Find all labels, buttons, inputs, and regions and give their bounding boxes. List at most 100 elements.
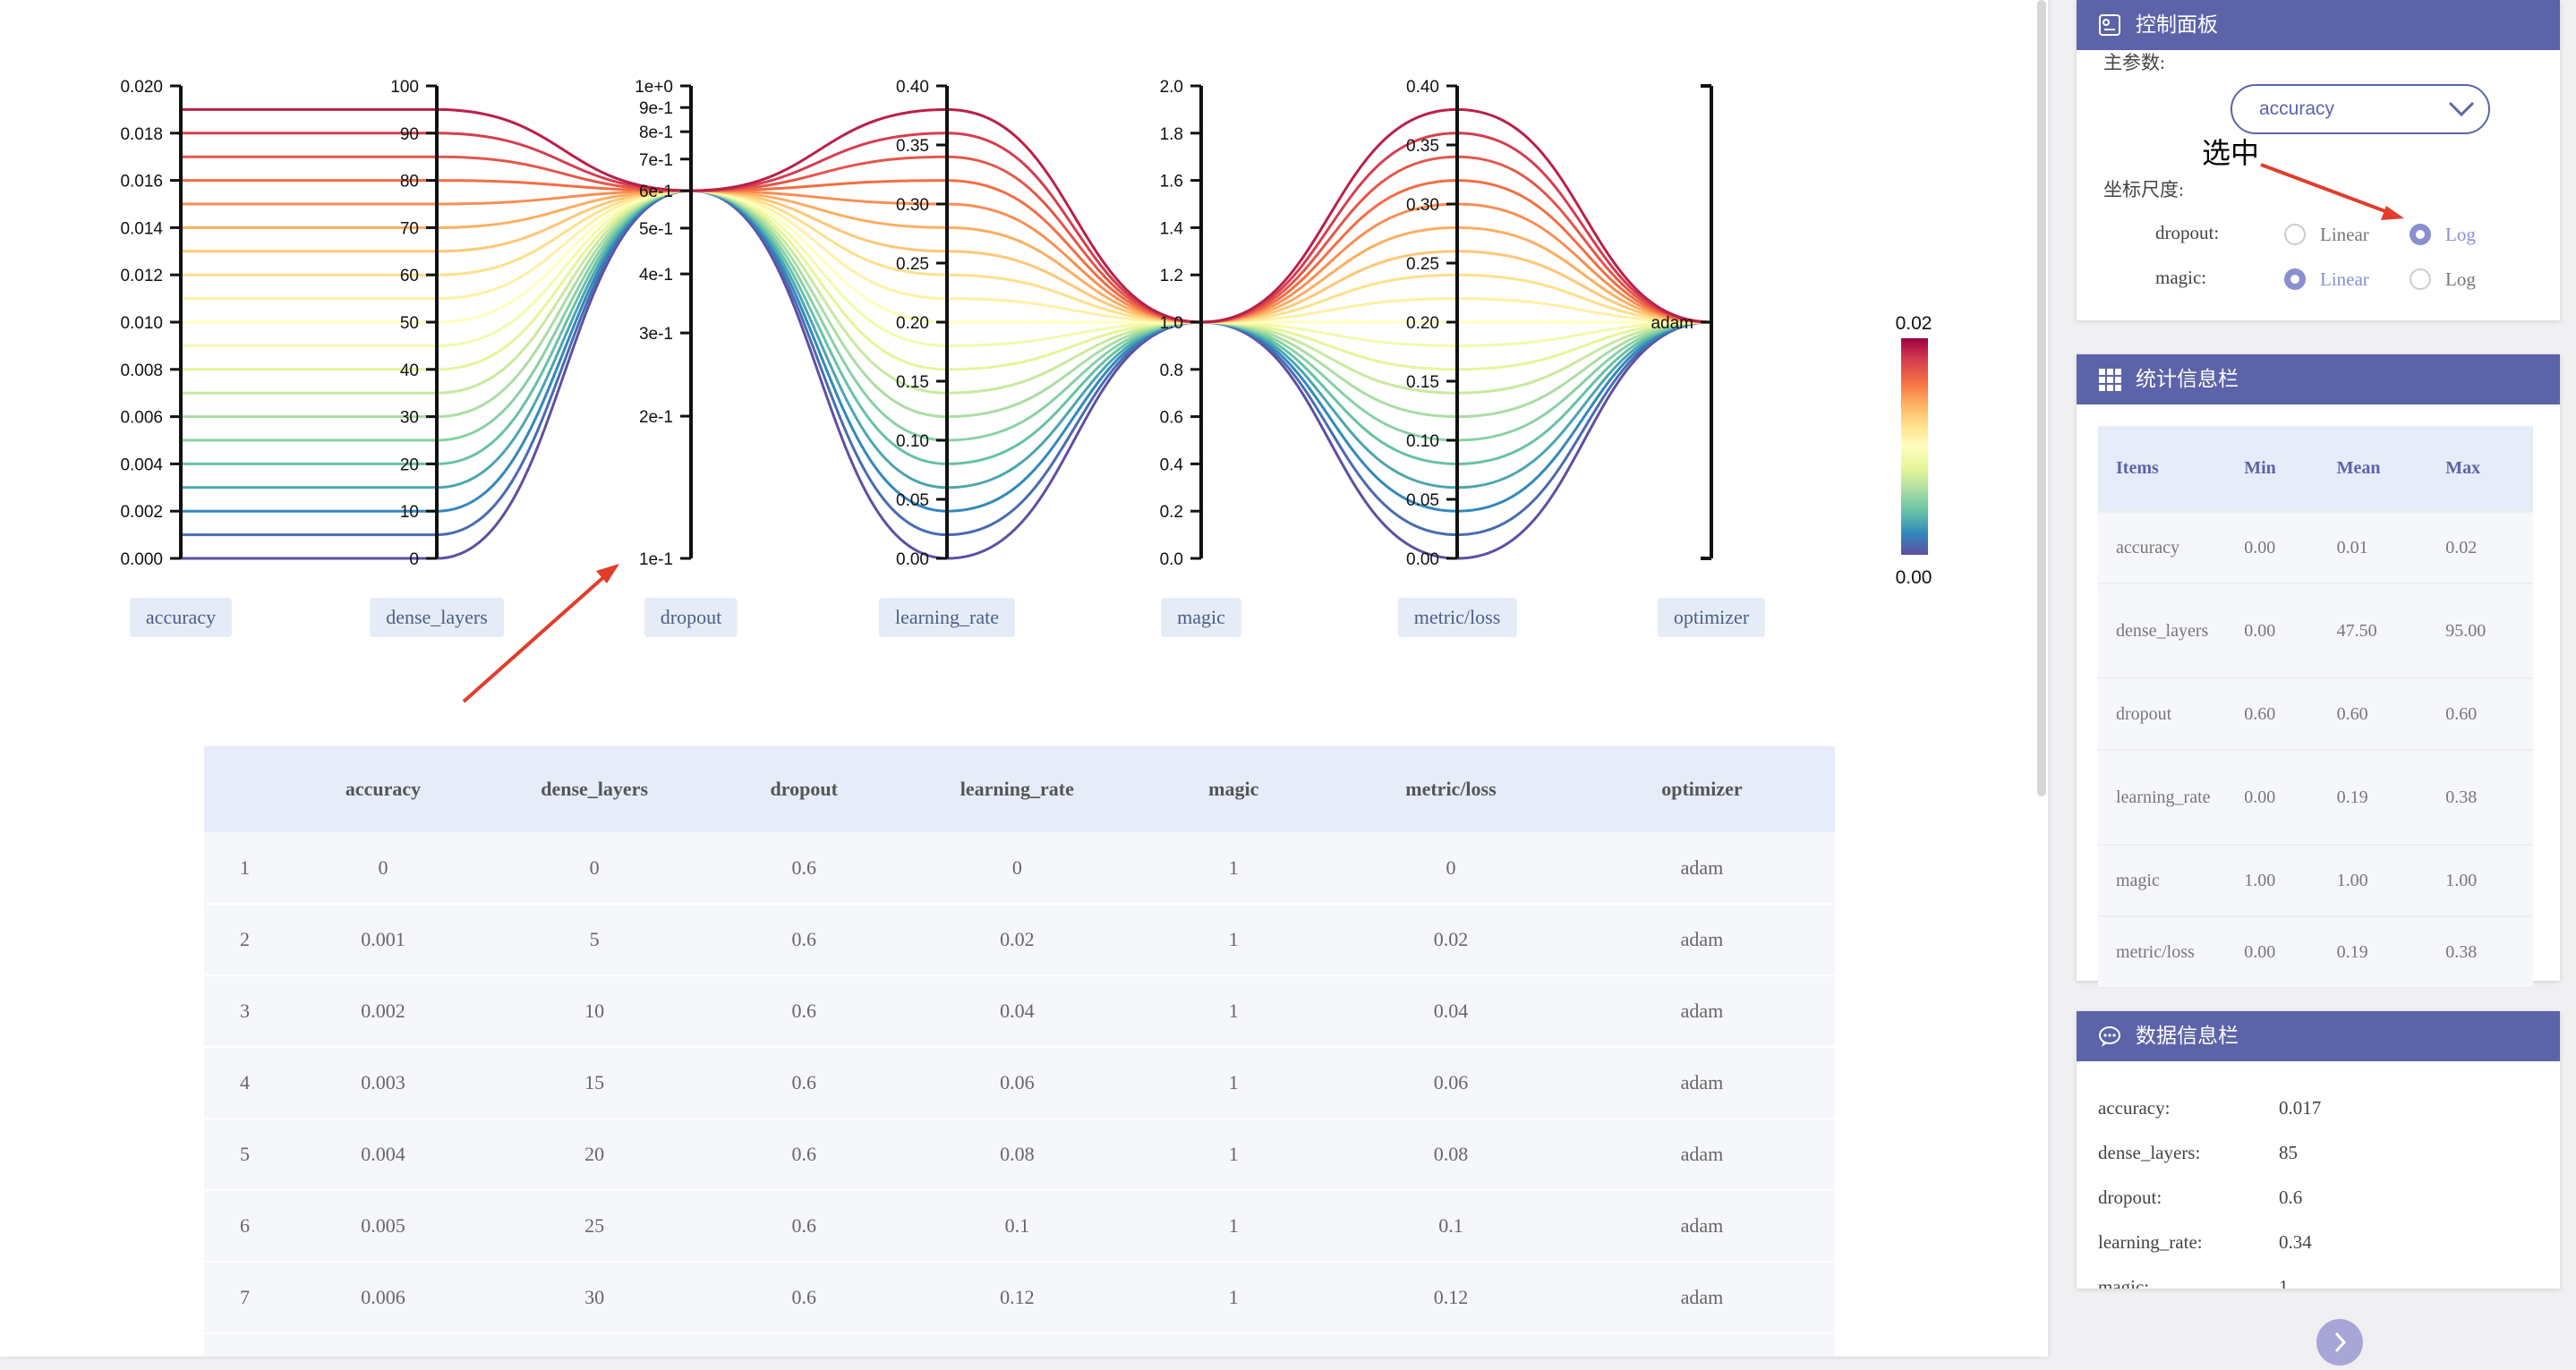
axis-label-button-accuracy[interactable]: accuracy: [129, 598, 233, 637]
table-row[interactable]: 6 0.005 25 0.6 0.1 1 0.1 adam: [204, 1190, 1835, 1262]
table-row[interactable]: 5 0.004 20 0.6 0.08 1 0.08 adam: [204, 1119, 1835, 1190]
tick-label: 0.006: [120, 409, 163, 428]
main-param-select[interactable]: accuracy: [2231, 84, 2490, 134]
table-cell: 0: [589, 855, 600, 879]
stats-cell: 0.60: [2226, 678, 2319, 751]
axis-label-button-dense_layers[interactable]: dense_layers: [370, 598, 504, 637]
stats-header-cell: Min: [2226, 426, 2319, 513]
data-info-key: dropout:: [2098, 1187, 2162, 1208]
axis-label-button-magic[interactable]: magic: [1161, 598, 1241, 637]
table-header-cell[interactable]: accuracy: [345, 778, 422, 800]
scroll-next-button[interactable]: [2316, 1319, 2363, 1366]
data-info-row: learning_rate: 0.34: [2098, 1231, 2312, 1254]
stats-panel-title: 统计信息栏: [2136, 368, 2239, 391]
dropout-log-radio[interactable]: [2410, 224, 2431, 245]
table-cell: 0.12: [1000, 1286, 1035, 1308]
tick-label: 60: [400, 267, 419, 285]
tick-label: 7e-1: [639, 151, 673, 170]
table-cell: adam: [1680, 1286, 1724, 1308]
stats-header-cell: Max: [2427, 426, 2533, 513]
table-cell: 0.6: [791, 1214, 816, 1237]
table-cell: 0.02: [1000, 928, 1035, 950]
tick-label: 0.30: [896, 196, 929, 215]
tick-label: 0.20: [1406, 314, 1439, 333]
tick-label: 100: [390, 78, 419, 97]
tick-label: 0.004: [120, 455, 163, 474]
table-row[interactable]: 80.007350.60.1410.14adam: [204, 1333, 1835, 1357]
tick-label: 0.4: [1160, 455, 1184, 474]
table-cell: 1: [1228, 1143, 1239, 1165]
table-cell: 0: [1011, 855, 1022, 879]
table-header-cell[interactable]: metric/loss: [1405, 778, 1497, 800]
tick-label: 0.010: [120, 314, 163, 333]
table-cell: 20: [584, 1143, 605, 1165]
colorbar-min-label: 0.00: [1896, 567, 1932, 588]
magic-linear-text: Linear: [2320, 268, 2369, 290]
magic-linear-radio[interactable]: [2284, 268, 2306, 290]
data-info-value: 85: [2279, 1142, 2298, 1163]
table-header-cell[interactable]: dense_layers: [541, 778, 648, 800]
table-header-cell[interactable]: magic: [1208, 778, 1259, 800]
stats-cell: 0.38: [2427, 750, 2533, 846]
stats-cell: 0.38: [2427, 916, 2533, 989]
tick-label: 0.40: [1406, 78, 1439, 97]
table-cell: adam: [1680, 1214, 1724, 1237]
parallel-coordinates-chart: 0.0200.0180.0160.0140.0120.0100.0080.006…: [120, 78, 1932, 588]
table-row[interactable]: 1 0 0 0.6 0 1 0 adam: [204, 832, 1835, 904]
axis-label-button-optimizer[interactable]: optimizer: [1657, 598, 1766, 637]
vertical-scrollbar[interactable]: [2037, 0, 2046, 796]
tick-label: 0.014: [120, 219, 163, 238]
table-row[interactable]: 7 0.006 30 0.6 0.12 1 0.12 adam: [204, 1262, 1835, 1333]
axis-label-button-dropout[interactable]: dropout: [644, 598, 738, 637]
tick-label: 0.00: [1406, 550, 1439, 569]
tick-label: 4e-1: [639, 266, 673, 285]
table-cell: 4: [239, 1071, 250, 1093]
magic-log-radio[interactable]: [2410, 268, 2431, 290]
tick-label: 90: [400, 125, 419, 144]
tick-label: 0.35: [1406, 137, 1439, 156]
main-param-label: 主参数:: [2103, 52, 2165, 73]
table-cell: 0.14: [900, 1333, 1134, 1357]
scale-label: 坐标尺度:: [2103, 179, 2184, 200]
stats-panel: 统计信息栏 Items Min Mean Max accuracy 0.00 0.01 0.…: [2077, 354, 2560, 989]
axis-label-button-learning_rate[interactable]: learning_rate: [878, 598, 1016, 637]
table-header-cell[interactable]: [204, 746, 286, 832]
data-info-row: dropout: 0.6: [2098, 1187, 2302, 1209]
colorbar-max-label: 0.02: [1896, 313, 1932, 334]
table-cell: 10: [584, 1000, 605, 1022]
table-header-cell[interactable]: learning_rate: [960, 778, 1074, 800]
table-cell: adam: [1680, 855, 1724, 879]
dropout-linear-radio[interactable]: [2284, 224, 2306, 245]
stats-row: learning_rate 0.00 0.19 0.38: [2098, 750, 2533, 846]
table-row[interactable]: 4 0.003 15 0.6 0.06 1 0.06 adam: [204, 1047, 1835, 1119]
table-header-cell[interactable]: dropout: [770, 778, 838, 800]
stats-cell: 0.00: [2226, 512, 2319, 584]
table-cell: 0.6: [791, 1143, 816, 1165]
stats-cell: 0.19: [2318, 750, 2428, 846]
stats-cell: 0.60: [2318, 678, 2428, 751]
table-cell: 6: [239, 1214, 250, 1237]
tick-label: 8e-1: [639, 123, 673, 142]
table-row[interactable]: 3 0.002 10 0.6 0.04 1 0.04 adam: [204, 975, 1835, 1047]
tick-label: 2e-1: [639, 408, 673, 427]
table-cell: 0.6: [791, 928, 816, 950]
table-cell: 1: [239, 855, 250, 879]
axis-label-button-metric-loss[interactable]: metric/loss: [1397, 598, 1517, 637]
tick-label: 0.6: [1160, 409, 1183, 428]
stats-cell: dropout: [2098, 678, 2227, 751]
stats-cell: 0.02: [2427, 512, 2533, 584]
tick-label: 0.05: [1406, 491, 1439, 510]
table-cell: 0.14: [1333, 1333, 1569, 1357]
table-cell: adam: [1680, 1143, 1724, 1165]
tick-label: 20: [400, 455, 419, 474]
stats-row: metric/loss 0.00 0.19 0.38: [2098, 916, 2533, 989]
tick-label: 0: [409, 550, 419, 569]
tick-label: 10: [400, 503, 419, 522]
table-header-cell[interactable]: optimizer: [1661, 778, 1743, 800]
data-line: [181, 107, 1712, 324]
table-cell: 15: [584, 1071, 605, 1093]
table-cell: adam: [1569, 1333, 1835, 1357]
table-row[interactable]: 2 0.001 5 0.6 0.02 1 0.02 adam: [204, 904, 1835, 975]
stats-cell: learning_rate: [2098, 750, 2227, 846]
stats-row: dropout 0.60 0.60 0.60: [2098, 678, 2533, 751]
